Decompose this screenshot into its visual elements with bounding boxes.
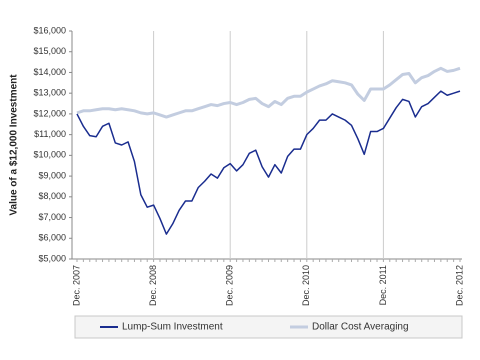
y-tick-label: $12,000 — [33, 108, 66, 118]
series-line — [76, 66, 461, 119]
legend-label: Lump-Sum Investment — [122, 322, 223, 333]
x-tick-label: Dec. 2009 — [225, 265, 235, 306]
y-tick-label: $10,000 — [33, 150, 66, 160]
y-tick-label: $8,000 — [38, 191, 66, 201]
y-tick-label: $5,000 — [38, 253, 66, 263]
y-tick-label: $13,000 — [33, 88, 66, 98]
legend-label: Dollar Cost Averaging — [312, 322, 409, 333]
y-tick-label: $6,000 — [38, 233, 66, 243]
y-tick-label: $11,000 — [34, 129, 66, 139]
x-tick-label: Dec. 2011 — [378, 265, 388, 305]
x-tick-label: Dec. 2008 — [148, 265, 158, 306]
y-tick-label: $16,000 — [33, 25, 66, 35]
legend-box — [74, 315, 463, 339]
y-tick-label: $9,000 — [38, 170, 66, 180]
x-tick-label: Dec. 2010 — [301, 265, 311, 306]
x-tick-label: Dec. 2007 — [71, 265, 81, 306]
y-tick-label: $7,000 — [38, 212, 66, 222]
y-tick-label: $15,000 — [33, 46, 66, 56]
y-axis-label: Value of a $12,000 Investment — [9, 74, 20, 216]
x-tick-label: Dec. 2012 — [454, 265, 464, 306]
series-line — [76, 90, 461, 235]
y-tick-label: $14,000 — [33, 67, 66, 77]
